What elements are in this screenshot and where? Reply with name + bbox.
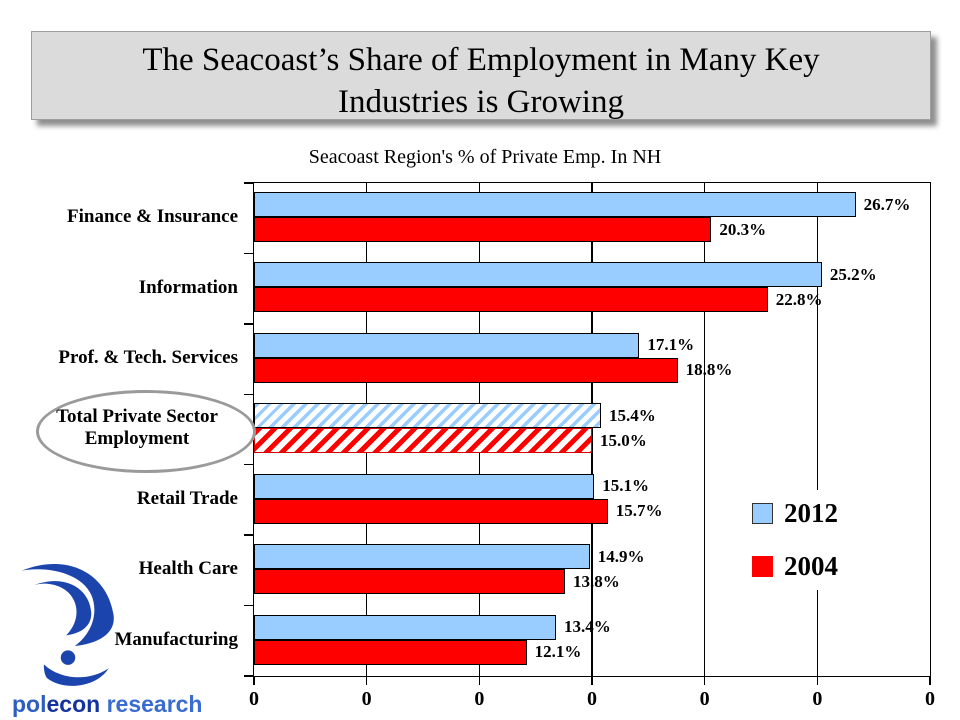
bar-value-label: 15.7% <box>615 501 663 521</box>
legend-swatch-2004 <box>752 556 773 577</box>
category-label-finance-insurance: Finance & Insurance <box>67 206 238 228</box>
bar-value-label: 25.2% <box>829 264 877 284</box>
category-label-retail-trade: Retail Trade <box>136 487 238 509</box>
plot-area: 0 0 0 0 0 0 0 26.7% 20.3% 25.2% 22.8% 17.1% 18.8% 15.… <box>244 182 935 710</box>
bar-2012-total-private-sector-employment <box>254 403 601 429</box>
y-axis-tick <box>244 182 254 184</box>
bar-2012-information <box>254 262 822 288</box>
x-gridline <box>816 183 819 676</box>
slide-title-line-1: The Seacoast’s Share of Employment in Ma… <box>142 42 820 78</box>
bar-2004-finance-insurance <box>254 217 712 242</box>
legend-label-2012: 2012 <box>784 498 838 528</box>
logo-outer-swoosh <box>21 563 114 646</box>
x-axis-tick-label: 0 <box>812 688 823 710</box>
x-axis-tick <box>365 676 368 685</box>
category-label-manufacturing: Manufacturing <box>114 628 239 650</box>
bar-value-label: 13.4% <box>563 617 611 637</box>
category-label-health-care: Health Care <box>138 558 238 580</box>
legend-label-2004: 2004 <box>784 551 838 581</box>
y-axis-tick <box>244 323 254 325</box>
bar-2004-total-private-sector-employment <box>254 428 592 454</box>
x-gridline <box>703 183 706 676</box>
bar-value-label: 13.8% <box>572 571 620 591</box>
x-axis-tick-label: 0 <box>249 688 259 710</box>
bar-2004-manufacturing <box>254 639 527 665</box>
legend: 2012 2004 <box>748 490 866 590</box>
chart-title: Seacoast Region's % of Private Emp. In N… <box>308 146 662 168</box>
logo-dot <box>60 650 76 665</box>
bar-value-label: 17.1% <box>647 335 695 355</box>
x-axis-tick-label: 0 <box>925 688 935 710</box>
bar-2004-information <box>254 287 768 313</box>
bar-value-label: 15.1% <box>602 476 649 496</box>
x-axis-tick-label: 0 <box>474 688 485 710</box>
x-axis-tick <box>478 676 481 685</box>
category-label-prof-tech-services: Prof. & Tech. Services <box>58 347 238 369</box>
x-axis-tick-label: 0 <box>699 688 710 710</box>
logo-bottom-swoosh <box>43 664 109 686</box>
bar-2012-manufacturing <box>254 614 556 640</box>
legend-item-2004: 2004 <box>752 553 862 580</box>
polecon-logo-text: polecon research <box>12 691 203 718</box>
bar-2012-health-care <box>254 544 590 570</box>
bar-2004-retail-trade <box>254 498 608 524</box>
bar-value-label: 12.1% <box>534 642 582 662</box>
legend-item-2012: 2012 <box>752 500 862 527</box>
slide-title-line-2: Industries is Growing <box>338 84 624 120</box>
y-axis-tick <box>244 534 254 536</box>
bar-value-label: 26.7% <box>863 194 911 214</box>
logo-inner-swoosh <box>34 581 92 636</box>
slide-title-banner: The Seacoast’s Share of Employment in Ma… <box>31 31 931 120</box>
x-axis-tick-label: 0 <box>361 688 372 710</box>
bar-2004-health-care <box>254 569 565 595</box>
y-axis-tick <box>244 463 254 466</box>
highlight-ellipse <box>36 390 256 473</box>
bar-value-label: 15.4% <box>609 405 656 425</box>
y-axis-tick <box>244 604 254 607</box>
logo-text-pol: pol <box>12 691 47 717</box>
bar-value-label: 22.8% <box>775 289 823 309</box>
x-axis-tick <box>703 676 706 685</box>
bar-2004-prof-tech-services <box>254 357 678 383</box>
polecon-logo-icon <box>21 563 114 686</box>
bar-2012-prof-tech-services <box>254 332 640 358</box>
y-axis-tick <box>244 675 254 677</box>
bar-2012-retail-trade <box>254 473 595 499</box>
logo-text-econ: econ <box>46 691 101 717</box>
bar-value-label: 14.9% <box>597 546 645 566</box>
x-axis-tick <box>816 676 819 685</box>
y-axis-tick <box>244 252 254 255</box>
x-axis-tick <box>929 676 931 685</box>
x-axis-tick <box>253 676 255 685</box>
y-axis-tick <box>244 393 254 396</box>
bar-value-label: 18.8% <box>685 360 733 380</box>
x-axis-tick <box>591 676 593 685</box>
category-label-information: Information <box>138 276 238 298</box>
bar-2012-finance-insurance <box>254 192 856 217</box>
x-gridline <box>591 183 593 676</box>
logo-text-research: research <box>100 691 203 717</box>
bar-value-label: 15.0% <box>600 430 647 450</box>
x-axis-tick-label: 0 <box>587 688 597 710</box>
bar-value-label: 20.3% <box>719 219 767 239</box>
legend-swatch-2012 <box>752 503 773 524</box>
